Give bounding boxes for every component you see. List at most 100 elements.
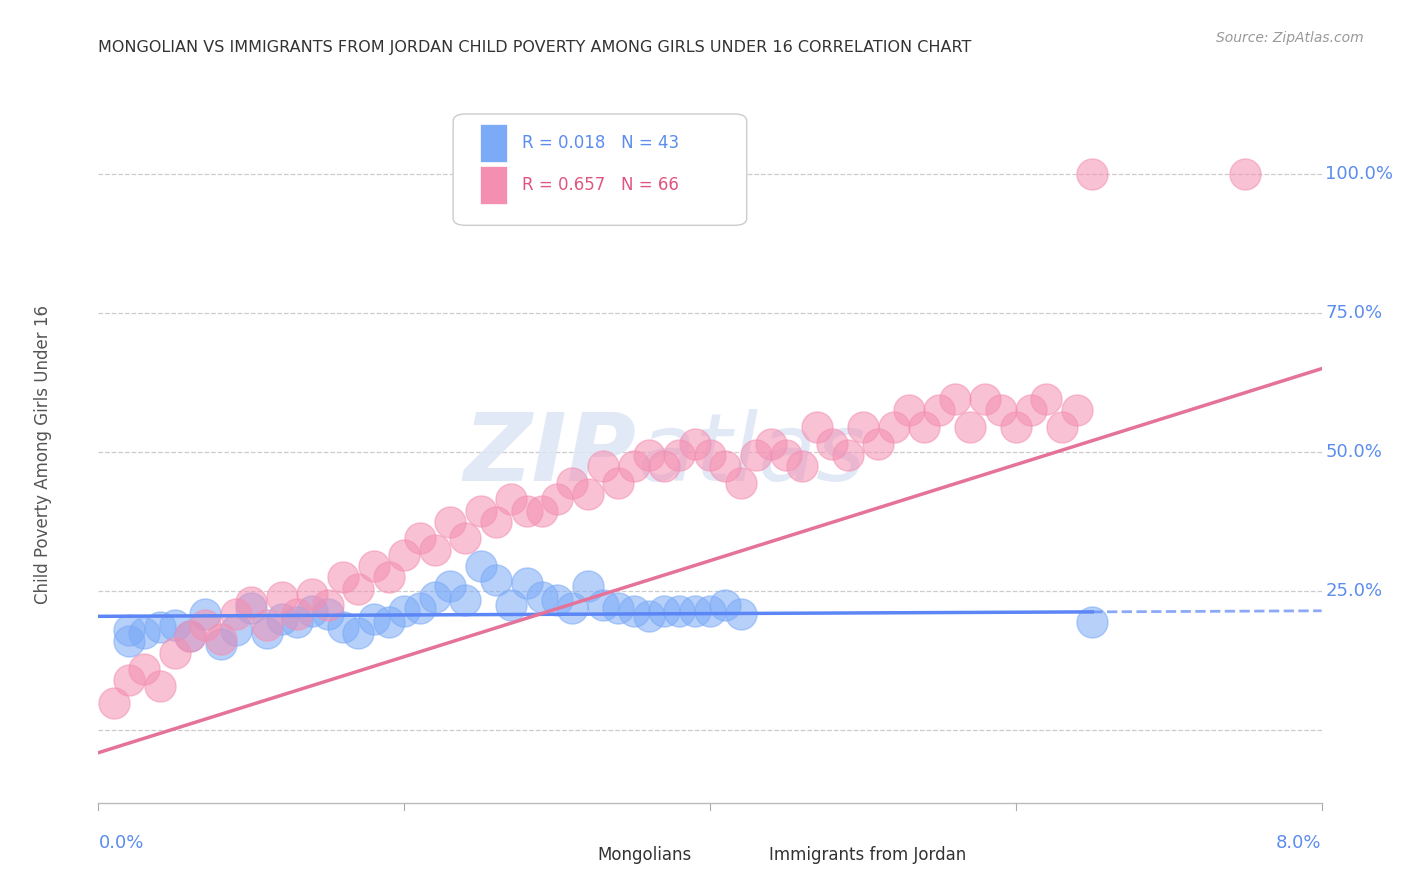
Point xyxy=(883,420,905,434)
Point xyxy=(516,503,538,517)
Point xyxy=(652,458,675,473)
Point xyxy=(363,559,385,574)
FancyBboxPatch shape xyxy=(734,845,762,872)
Point xyxy=(194,617,217,632)
Point xyxy=(270,590,294,604)
Point xyxy=(683,437,706,451)
Point xyxy=(699,604,721,618)
Point xyxy=(652,604,675,618)
Point xyxy=(530,590,553,604)
Text: Mongolians: Mongolians xyxy=(598,846,692,864)
Point xyxy=(561,601,583,615)
Point xyxy=(607,601,630,615)
Point xyxy=(301,587,323,601)
Point xyxy=(530,503,553,517)
Point xyxy=(837,448,859,462)
Point xyxy=(240,595,263,609)
Point xyxy=(1234,167,1257,181)
Point xyxy=(285,615,308,629)
Point xyxy=(316,607,339,621)
Text: MONGOLIAN VS IMMIGRANTS FROM JORDAN CHILD POVERTY AMONG GIRLS UNDER 16 CORRELATI: MONGOLIAN VS IMMIGRANTS FROM JORDAN CHIL… xyxy=(98,40,972,55)
Point xyxy=(439,579,461,593)
Point xyxy=(1004,420,1026,434)
Point xyxy=(332,620,354,634)
FancyBboxPatch shape xyxy=(453,114,747,226)
Point xyxy=(714,598,737,612)
Point xyxy=(790,458,813,473)
Point xyxy=(408,601,430,615)
Point xyxy=(561,475,583,490)
Point xyxy=(592,598,614,612)
Point xyxy=(1050,420,1073,434)
Point xyxy=(928,403,950,417)
Text: Immigrants from Jordan: Immigrants from Jordan xyxy=(769,846,966,864)
Point xyxy=(714,458,737,473)
Point xyxy=(209,632,232,646)
Point xyxy=(485,573,508,587)
Point xyxy=(1081,167,1104,181)
Point xyxy=(163,646,186,660)
Point xyxy=(256,617,278,632)
Point xyxy=(607,475,630,490)
Point xyxy=(470,503,492,517)
Point xyxy=(759,437,782,451)
Text: 0.0%: 0.0% xyxy=(98,834,143,852)
Text: R = 0.657   N = 66: R = 0.657 N = 66 xyxy=(522,176,679,194)
Point xyxy=(745,448,768,462)
Point xyxy=(683,604,706,618)
Point xyxy=(806,420,828,434)
Point xyxy=(821,437,844,451)
Point xyxy=(301,604,323,618)
Point xyxy=(1066,403,1088,417)
Text: Child Poverty Among Girls Under 16: Child Poverty Among Girls Under 16 xyxy=(34,305,52,605)
Text: Source: ZipAtlas.com: Source: ZipAtlas.com xyxy=(1216,31,1364,45)
Point xyxy=(316,598,339,612)
Point xyxy=(285,607,308,621)
Point xyxy=(240,601,263,615)
FancyBboxPatch shape xyxy=(564,845,591,872)
Point xyxy=(501,492,523,507)
Point xyxy=(347,582,370,596)
Point xyxy=(256,626,278,640)
Point xyxy=(225,624,247,638)
Point xyxy=(576,579,599,593)
Text: atlas: atlas xyxy=(637,409,865,500)
Point xyxy=(149,620,172,634)
Point xyxy=(1081,615,1104,629)
Point xyxy=(730,607,752,621)
Point xyxy=(423,542,446,557)
Point xyxy=(225,607,247,621)
Point xyxy=(668,604,690,618)
Point xyxy=(439,515,461,529)
Point xyxy=(392,604,416,618)
Point xyxy=(1019,403,1042,417)
Point xyxy=(637,609,661,624)
Point xyxy=(149,679,172,693)
Point xyxy=(592,458,614,473)
Point xyxy=(347,626,370,640)
Point xyxy=(194,607,217,621)
Text: ZIP: ZIP xyxy=(464,409,637,501)
Point xyxy=(408,532,430,546)
Point xyxy=(668,448,690,462)
Point xyxy=(270,612,294,626)
Point xyxy=(576,487,599,501)
Point xyxy=(868,437,890,451)
Point xyxy=(454,532,477,546)
Point xyxy=(775,448,797,462)
Point xyxy=(134,662,156,676)
Point xyxy=(163,617,186,632)
FancyBboxPatch shape xyxy=(479,124,508,162)
Point xyxy=(423,590,446,604)
FancyBboxPatch shape xyxy=(479,166,508,204)
Point xyxy=(118,634,141,648)
Point xyxy=(118,673,141,688)
Point xyxy=(699,448,721,462)
Point xyxy=(363,612,385,626)
Point xyxy=(332,570,354,584)
Point xyxy=(912,420,935,434)
Point xyxy=(501,598,523,612)
Point xyxy=(470,559,492,574)
Text: 25.0%: 25.0% xyxy=(1326,582,1382,600)
Point xyxy=(454,592,477,607)
